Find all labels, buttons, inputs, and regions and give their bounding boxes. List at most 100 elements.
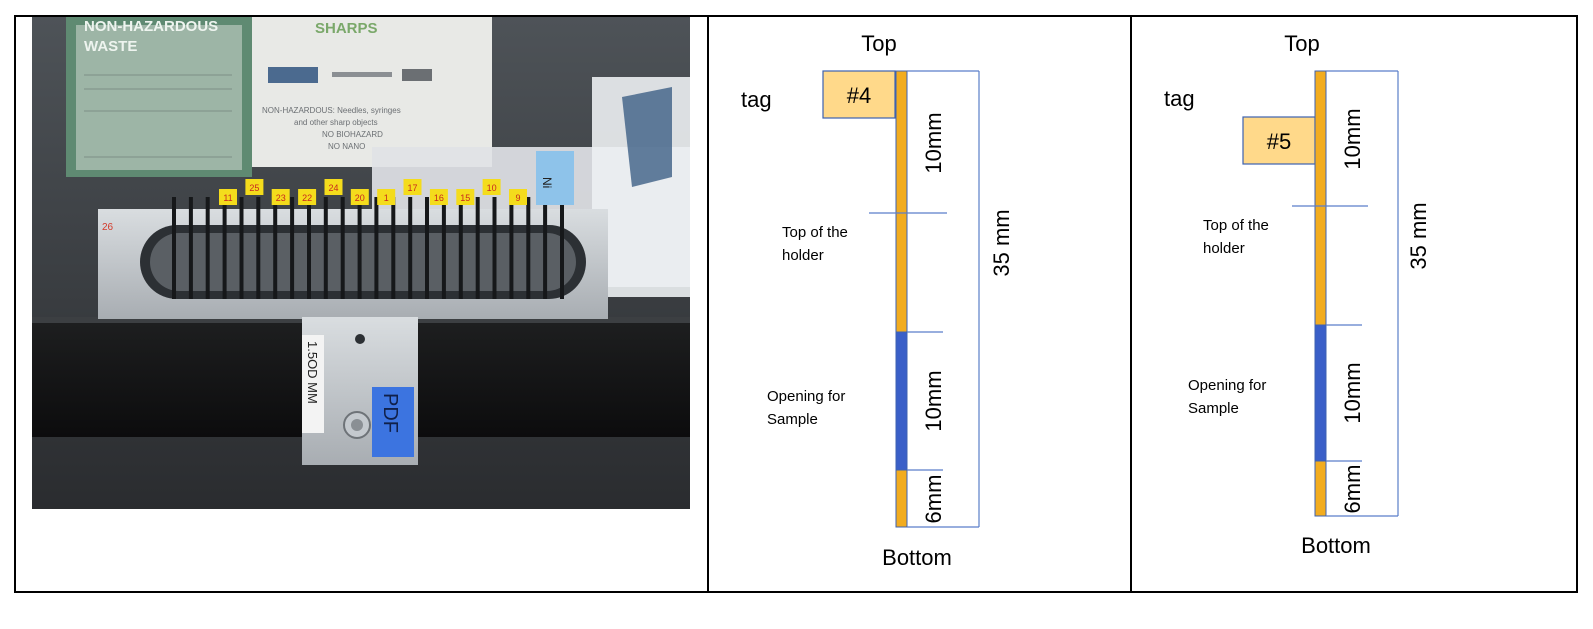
dim-bottom-label: 6mm [921,475,946,524]
sample-tube [408,197,413,299]
corner-tag-text: Ni [540,177,554,188]
top-label: Top [861,31,896,56]
od-label: 1.5OD MM [302,335,324,433]
pdf-label: PDF [372,387,414,457]
tube-diagram-5: Top tag #5 Top of the holder Opening for… [1164,31,1431,558]
sharps-sign-line3: NO BIOHAZARD [322,130,383,139]
sample-tube [526,197,531,299]
sample-tube [172,197,176,299]
tube-tag: 15 [456,189,475,205]
tube-tag: 17 [403,179,422,195]
tube-tag: 25 [245,179,264,195]
sample-tube [509,197,514,299]
tube-tag-text: 9 [515,193,520,203]
dim-opening-label: 10mm [921,370,946,431]
tube-tag: 16 [429,189,448,205]
dim-upper-label: 10mm [921,112,946,173]
holder-label-line1: Top of the [1203,217,1269,234]
tag-box [822,70,896,119]
sample-tubes [172,197,564,299]
tag-label: tag [1164,86,1195,111]
tag-label: tag [741,87,772,112]
holder-label-line2: holder [1203,240,1245,257]
sample-tube [458,197,463,299]
sample-tube [543,197,548,299]
holder-mark: 26 [102,222,114,233]
tube-diagram-4: Top tag #4 Top of the holder Opening for… [741,31,1014,570]
tube-tag-text: 24 [328,183,338,193]
sample-tube [273,197,278,299]
sample-tube [307,197,311,299]
tube-tag: 1 [377,189,396,205]
dim-opening-label: 10mm [1340,362,1365,423]
sample-tube [340,197,345,299]
sample-tube [256,197,261,299]
corner-tag: Ni [536,151,574,205]
tube-tag: 24 [324,179,343,195]
sample-tube [222,197,227,299]
dim-upper-label: 10mm [1340,108,1365,169]
tube-opening-segment [895,331,908,471]
tube-tag-text: 23 [276,193,286,203]
tube-upper-segment [895,70,908,333]
sample-tube [290,197,295,299]
tube-tag-text: 1 [384,193,389,203]
sharps-sign-title: SHARPS [315,20,378,37]
tube-upper-segment [1314,70,1327,326]
tube-tags: 11 25 23 22 24 20 1 17 16 15 10 9 [219,179,527,205]
waste-sign-line1: NON-HAZARDOUS [84,18,218,35]
waste-sign-line2: WASTE [84,38,137,55]
opening-label-line1: Opening for [767,388,845,405]
opening-label-line1: Opening for [1188,377,1266,394]
tag-number: #4 [847,83,871,108]
holder-label-line1: Top of the [782,224,848,241]
tag-box [1242,116,1316,165]
sample-tube [425,197,429,299]
sample-tube [492,197,497,299]
tube-tag-text: 11 [223,193,232,203]
tag-number: #5 [1267,129,1291,154]
tube-tag-text: 17 [407,183,417,193]
sharps-sign-line2: and other sharp objects [294,118,378,127]
bottom-label: Bottom [1301,533,1371,558]
sharps-sign-line4: NO NANO [328,142,365,151]
dim-total-label: 35 mm [1406,202,1431,269]
sample-tube [560,197,564,299]
sample-tube [391,197,396,299]
sample-tube [239,197,244,299]
sample-tube [441,197,446,299]
dim-total-label: 35 mm [989,209,1014,276]
sample-tube [323,197,328,299]
tube-tag-text: 22 [302,193,312,203]
sample-tube [374,197,379,299]
bottom-label: Bottom [882,545,952,570]
tube-tag-text: 15 [460,193,470,203]
sample-tube [205,197,210,299]
tube-opening-segment [1314,324,1327,462]
tube-tag-text: 20 [355,193,365,203]
pdf-label-text: PDF [379,393,401,433]
tube-tag: 10 [482,179,501,195]
sharps-sign: SHARPS NON-HAZARDOUS: Needles, syringes … [252,17,492,167]
panel-divider-2 [1130,15,1132,593]
photo-scene: NON-HAZARDOUS WASTE SHARPS NON-HAZARDOUS… [32,17,690,509]
dim-bottom-label: 6mm [1340,465,1365,514]
tube-tag: 9 [509,189,527,205]
tube-tag: 22 [298,189,317,205]
holder-label-line2: holder [782,247,824,264]
opening-label-line2: Sample [767,411,818,428]
tube-bottom-segment [1314,460,1327,517]
sample-tube [475,197,480,299]
tube-bottom-segment [895,469,908,528]
tube-tag-text: 16 [434,193,444,203]
waste-sign: NON-HAZARDOUS WASTE [66,17,252,177]
tube-tag-text: 10 [487,183,497,193]
sharps-sign-line1: NON-HAZARDOUS: Needles, syringes [262,106,401,115]
sample-tube [357,197,362,299]
figure-frame [14,15,1578,593]
panel-divider-1 [707,15,709,593]
tube-tag-text: 25 [249,183,259,193]
tube-tag: 23 [271,189,290,205]
sample-holder-photo: NON-HAZARDOUS WASTE SHARPS NON-HAZARDOUS… [32,17,690,509]
od-label-text: 1.5OD MM [305,341,320,404]
